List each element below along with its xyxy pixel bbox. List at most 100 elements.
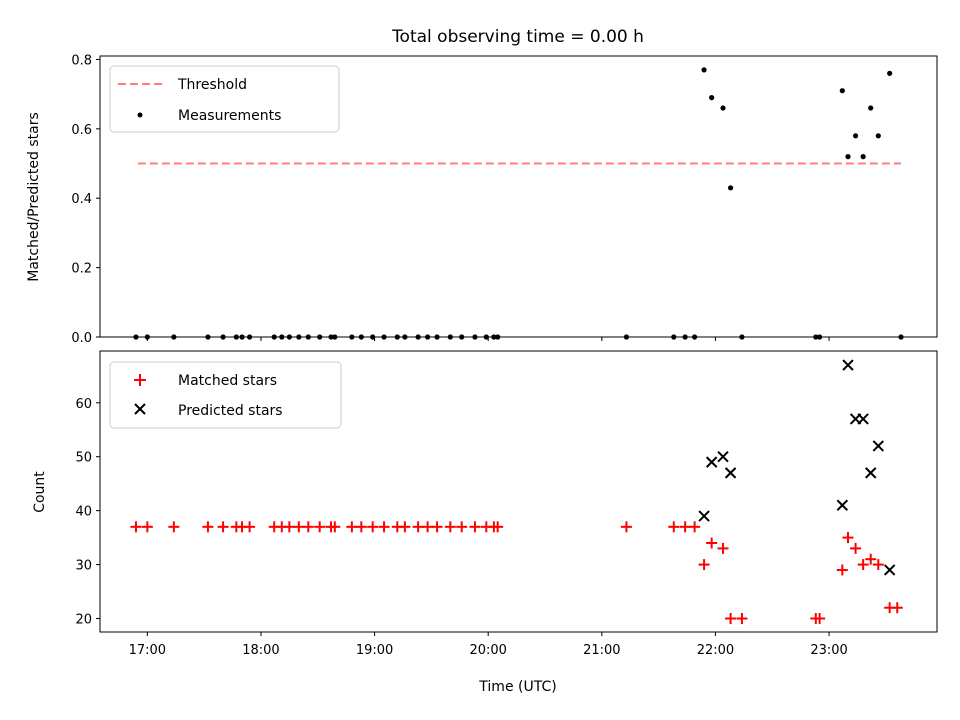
predicted-star-point: [705, 456, 718, 468]
matched-star-point: [836, 564, 848, 576]
y-tick-label: 30: [75, 559, 92, 574]
top-legend: Threshold Measurements: [109, 65, 340, 133]
measurement-point: [220, 334, 226, 340]
measurement-point: [279, 334, 285, 340]
matched-star-point: [736, 613, 748, 625]
measurement-point: [839, 88, 845, 94]
predicted-star-point: [857, 413, 869, 425]
top-plot-frame: [99, 55, 938, 338]
measurement-point: [472, 334, 478, 340]
measurement-point: [845, 154, 851, 160]
predicted-star-point: [698, 510, 710, 522]
bottom-x-axis-label: Time (UTC): [478, 679, 556, 695]
matched-star-point: [168, 521, 180, 533]
measurement-point: [447, 334, 453, 340]
measurement-point: [171, 334, 177, 340]
measurement-point: [709, 95, 715, 101]
matched-star-point: [431, 521, 443, 533]
predicted-star-point: [724, 467, 737, 479]
predicted-stars-legend-label: Predicted stars: [178, 403, 283, 419]
matched-star-point: [367, 521, 379, 533]
matched-star-point: [202, 521, 214, 533]
x-tick-label: 20:00: [469, 643, 506, 658]
measurement-point: [875, 133, 881, 139]
matched-star-point: [412, 521, 424, 533]
measurements-legend-swatch: [137, 112, 143, 118]
bottom-plot-frame: [99, 350, 938, 633]
measurement-point: [898, 334, 904, 340]
bottom-y-axis-label: Count: [32, 471, 48, 513]
matched-star-point: [706, 537, 718, 549]
matched-star-point: [891, 602, 903, 614]
measurement-point: [239, 334, 245, 340]
predicted-star-point: [872, 440, 885, 452]
matched-star-point: [842, 532, 854, 544]
matched-star-point: [717, 542, 729, 554]
predicted-star-point: [717, 451, 729, 463]
matched-star-point: [130, 521, 142, 533]
matched-star-point: [244, 521, 256, 533]
matched-star-point: [329, 521, 341, 533]
matched-star-point: [620, 521, 632, 533]
predicted-star-point: [836, 499, 849, 511]
measurement-point: [692, 334, 698, 340]
measurement-point: [434, 334, 440, 340]
matched-star-point: [469, 521, 481, 533]
x-tick-label: 21:00: [583, 643, 620, 658]
matched-star-point: [217, 521, 229, 533]
measurement-point: [233, 334, 239, 340]
bottom-y-ticks: 20 30 40 50 60: [75, 397, 100, 628]
x-tick-label: 19:00: [356, 643, 393, 658]
matched-star-point: [857, 559, 869, 571]
measurement-point: [349, 334, 355, 340]
matched-star-point: [302, 521, 314, 533]
bottom-x-ticks: 17:00 18:00 19:00 20:00 21:00 22:00 23:00: [129, 632, 848, 658]
y-tick-label: 0.6: [71, 123, 92, 138]
top-panel: Total observing time = 0.00 h 0.00.20.40…: [26, 27, 938, 346]
measurement-point: [813, 334, 819, 340]
predicted-star-point: [883, 564, 896, 576]
matched-star-point: [141, 521, 153, 533]
matched-star-point: [668, 521, 680, 533]
measurement-point: [852, 133, 859, 139]
matched-star-point: [378, 521, 390, 533]
measurement-point: [720, 105, 726, 111]
measurement-point: [271, 334, 277, 340]
bottom-legend-box: [109, 361, 342, 429]
matched-star-point: [850, 542, 862, 554]
x-tick-label: 18:00: [242, 643, 279, 658]
measurement-point: [495, 334, 501, 340]
bottom-legend: Matched stars Predicted stars: [109, 361, 342, 429]
measurement-point: [305, 334, 311, 340]
measurement-point: [415, 334, 421, 340]
measurement-point: [394, 334, 400, 340]
top-legend-box: [109, 65, 340, 133]
matched-star-point: [293, 521, 305, 533]
matched-star-point: [492, 521, 504, 533]
matched-star-point: [355, 521, 367, 533]
measurement-point: [296, 334, 302, 340]
predicted-star-point: [842, 359, 854, 371]
measurement-point: [483, 334, 489, 340]
top-y-axis-label: Matched/Predicted stars: [26, 112, 42, 282]
measurement-point: [286, 334, 292, 340]
threshold-legend-label: Threshold: [177, 77, 247, 93]
measurement-point: [332, 334, 338, 340]
measurement-point: [246, 334, 253, 340]
y-tick-label: 60: [75, 397, 92, 412]
measurement-point: [317, 334, 323, 340]
measurement-point: [459, 334, 465, 340]
measurement-point: [370, 334, 376, 340]
matched-star-point: [283, 521, 295, 533]
measurement-point: [860, 154, 866, 160]
bottom-panel: 20 30 40 50 60 17:00 18:00 19:00 20:00 21:00 22:0…: [32, 350, 938, 695]
matched-star-point: [725, 613, 737, 625]
predicted-stars-legend-swatch: [134, 403, 146, 415]
measurement-point: [671, 334, 677, 340]
measurement-point: [381, 334, 387, 340]
measurement-point: [328, 334, 334, 340]
y-tick-label: 20: [75, 613, 92, 628]
y-tick-label: 0.4: [71, 192, 92, 207]
measurement-point: [425, 334, 431, 340]
